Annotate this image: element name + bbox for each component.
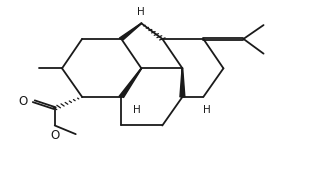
- Polygon shape: [119, 68, 142, 97]
- Polygon shape: [180, 68, 185, 97]
- Polygon shape: [119, 23, 142, 40]
- Text: O: O: [18, 95, 27, 108]
- Text: H: H: [137, 7, 145, 17]
- Text: O: O: [50, 129, 59, 142]
- Text: H: H: [132, 105, 140, 115]
- Text: H: H: [202, 105, 210, 115]
